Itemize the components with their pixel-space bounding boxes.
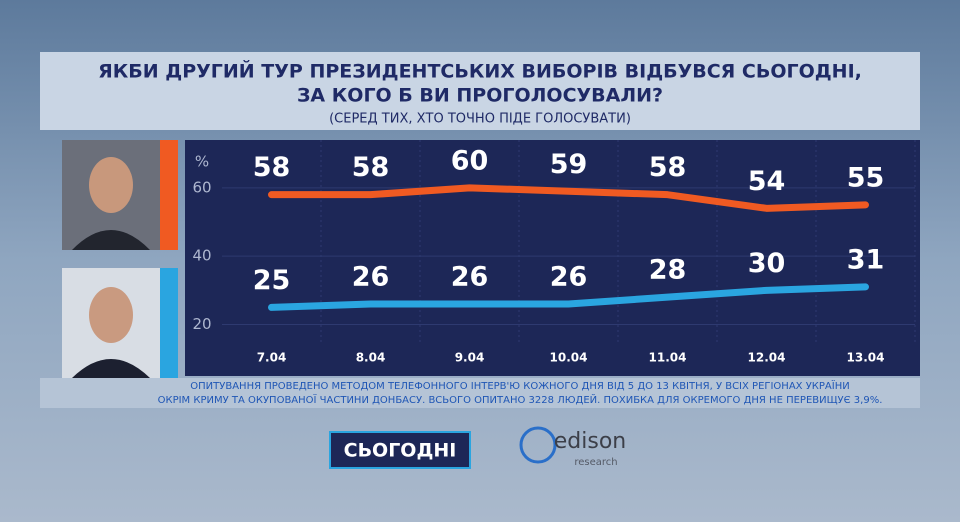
data-label: 25: [253, 265, 291, 296]
note-line: ОПИТУВАННЯ ПРОВЕДЕНО МЕТОДОМ ТЕЛЕФОННОГО…: [190, 379, 849, 392]
face: [89, 157, 133, 213]
note-band: [40, 378, 920, 408]
x-tick-label: 7.04: [257, 351, 287, 365]
data-label: 59: [550, 149, 588, 180]
data-label: 60: [451, 145, 489, 176]
subtitle: (СЕРЕД ТИХ, ХТО ТОЧНО ПІДЕ ГОЛОСУВАТИ): [329, 112, 631, 127]
title-line: ЯКБИ ДРУГИЙ ТУР ПРЕЗИДЕНТСЬКИХ ВИБОРІВ В…: [98, 60, 862, 83]
data-label: 55: [847, 162, 885, 193]
color-bar: [160, 140, 178, 250]
data-label: 26: [550, 262, 588, 293]
data-label: 30: [748, 248, 786, 279]
title-line: ЗА КОГО Б ВИ ПРОГОЛОСУВАЛИ?: [297, 85, 663, 107]
series-line: [268, 283, 869, 311]
title-banner: [40, 52, 920, 130]
color-bar: [160, 268, 178, 378]
data-label: 26: [352, 262, 390, 293]
x-tick-label: 10.04: [550, 351, 588, 365]
x-tick-label: 9.04: [455, 351, 485, 365]
data-label: 54: [748, 166, 786, 197]
y-tick-label: 40: [192, 247, 211, 265]
data-label: 26: [451, 262, 489, 293]
x-tick-label: 11.04: [649, 351, 687, 365]
y-tick-label: 60: [192, 178, 211, 196]
data-label: 58: [352, 152, 390, 183]
series-line: [268, 184, 869, 212]
x-tick-label: 8.04: [356, 351, 386, 365]
y-axis-label: %: [195, 153, 209, 171]
note-line: ОКРІМ КРИМУ ТА ОКУПОВАНОЇ ЧАСТИНИ ДОНБАС…: [158, 393, 883, 406]
pollster-sub: research: [574, 457, 617, 468]
pollster-name: edison: [554, 429, 626, 454]
pollster-icon: [519, 426, 557, 464]
suit: [72, 359, 150, 378]
data-label: 58: [649, 152, 687, 183]
data-label: 58: [253, 152, 291, 183]
y-tick-label: 20: [192, 315, 211, 333]
channel-logo: [329, 431, 471, 469]
channel-name: СЬОГОДНІ: [344, 440, 457, 462]
data-label: 28: [649, 255, 687, 286]
x-tick-label: 13.04: [847, 351, 885, 365]
suit: [72, 230, 150, 250]
chart-panel: [185, 140, 920, 376]
x-tick-label: 12.04: [748, 351, 786, 365]
face: [89, 287, 133, 343]
data-label: 31: [847, 244, 885, 275]
